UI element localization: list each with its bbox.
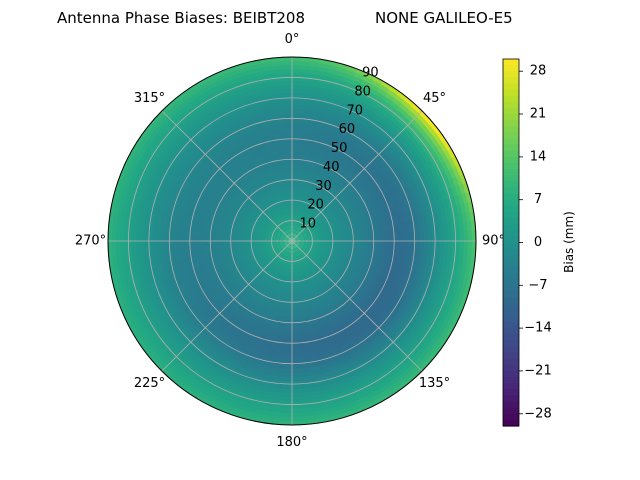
heatmap-cell <box>339 237 346 242</box>
heatmap-cell <box>292 244 294 251</box>
heatmap-cell <box>307 241 314 244</box>
heatmap-cell <box>242 240 249 244</box>
heatmap-cell <box>292 219 295 226</box>
heatmap-cell <box>234 240 241 245</box>
heatmap-cell <box>303 241 310 243</box>
chart-title-right: NONE GALILEO-E5 <box>375 9 513 27</box>
heatmap-cell <box>291 292 296 299</box>
heatmap-cell <box>274 239 281 241</box>
heatmap-cell <box>287 241 292 244</box>
heatmap-cell <box>292 241 293 247</box>
heatmap-cell <box>293 223 295 230</box>
heatmap-cell <box>343 237 350 242</box>
heatmap-cell <box>347 237 354 242</box>
heatmap-cell <box>288 183 293 190</box>
heatmap-cell <box>303 242 310 244</box>
heatmap-cell <box>292 238 297 241</box>
heatmap-cell <box>291 288 296 295</box>
chart-title-left: Antenna Phase Biases: BEIBT208 <box>57 9 306 27</box>
heatmap-cell <box>343 240 350 245</box>
heatmap-cell <box>335 238 342 242</box>
heatmap-cell <box>292 223 294 230</box>
heatmap-cell <box>290 231 292 238</box>
heatmap-cell <box>289 256 292 263</box>
heatmap-cell <box>270 238 277 241</box>
heatmap-cell <box>238 240 245 245</box>
heatmap-cell <box>289 191 293 198</box>
heatmap-cell <box>282 241 289 243</box>
heatmap-cell <box>274 238 281 240</box>
heatmap-cell <box>288 187 293 194</box>
heatmap-cell <box>286 241 292 242</box>
heatmap-cell <box>291 235 292 241</box>
polar-heatmap <box>108 57 476 425</box>
heatmap-cell <box>292 240 298 241</box>
heatmap-cell <box>295 239 302 241</box>
heatmap-cell <box>289 252 291 259</box>
heatmap-cell <box>290 252 292 259</box>
heatmap-cell <box>291 284 295 291</box>
